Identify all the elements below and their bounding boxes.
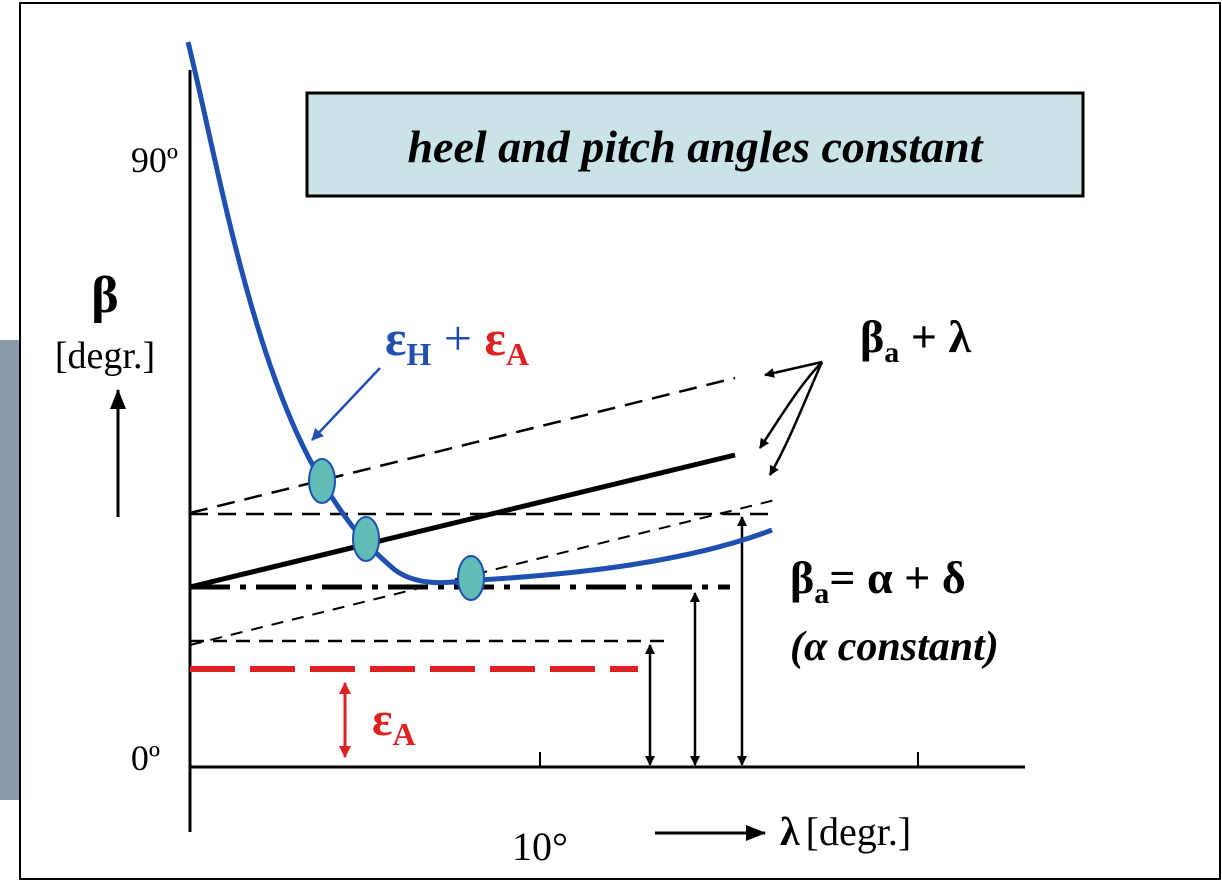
title: heel and pitch angles constant — [407, 121, 983, 172]
label-part: = α + δ — [829, 552, 965, 603]
background-strip — [0, 340, 20, 800]
label-part: A — [506, 336, 529, 372]
equation-note: (α constant) — [790, 624, 999, 670]
line-label: βa + λ — [860, 311, 971, 369]
label-part: A — [393, 716, 416, 752]
label-part: H — [406, 336, 431, 372]
label-part: β — [790, 552, 814, 603]
figure: heel and pitch angles constant 90º 0º 10… — [0, 0, 1222, 881]
x-axis-unit: [degr.] — [806, 809, 912, 854]
label-part: + — [431, 310, 484, 366]
label-part: β — [860, 311, 884, 362]
intersection-point — [353, 517, 379, 561]
label-part: + λ — [899, 311, 971, 362]
y-tick-label: 0º — [131, 738, 160, 778]
y-axis-unit: [degr.] — [55, 335, 155, 377]
label-part: ε — [484, 310, 505, 366]
label-part: a — [884, 336, 899, 369]
label-part: ε — [372, 693, 393, 746]
x-axis-symbol: λ — [780, 809, 800, 854]
y-tick-label: 90º — [131, 140, 178, 180]
x-tick-label: 10° — [512, 824, 568, 869]
label-part: a — [814, 577, 829, 610]
intersection-point — [309, 459, 335, 503]
label-part: ε — [385, 310, 406, 366]
y-axis-symbol: β — [91, 267, 118, 324]
intersection-point — [458, 556, 484, 600]
